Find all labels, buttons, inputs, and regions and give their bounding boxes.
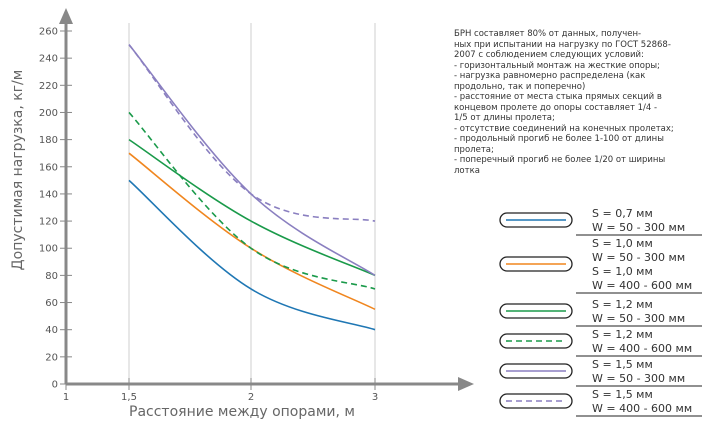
y-tick-label: 260 [39,27,58,38]
grid [128,23,376,384]
series-line-2 [128,152,376,311]
note-line: лотка [454,165,480,176]
x-axis-title: Расстояние между опорами, м [129,404,355,420]
note-line: - отсутствие соединений на конечных прол… [454,123,674,134]
note-line: - продольный прогиб не более 1-100 от дл… [454,134,664,144]
x-tick-label: 1 [63,392,69,403]
y-tick-label: 240 [39,54,58,65]
y-tick-label: 80 [45,271,58,282]
conditions-note: БРН составляет 80% от данных, получен-ны… [454,29,716,176]
note-line: - горизонтальный монтаж на жесткие опоры… [454,60,660,71]
note-line: продольно, так и поперечно) [454,81,586,92]
x-tick-labels: 1 1,5 2 3 [63,378,378,403]
x-tick-label: 3 [372,392,378,403]
series-line-6 [128,44,376,222]
y-tick-label: 160 [39,162,58,173]
note-line: - нагрузка равномерно распределена (как [454,71,646,81]
y-tick-label: 100 [39,244,58,255]
y-tick-label: 220 [39,81,58,92]
x-tick-label: 1,5 [121,392,137,403]
series-lines [128,44,376,331]
series-line-1 [128,179,376,331]
series-line-5 [128,44,376,277]
y-tick-label: 60 [45,298,58,309]
note-line: БРН составляет 80% от данных, получен- [454,29,642,39]
note-line: 1/5 от длины пролета; [454,113,555,123]
note-line: пролета; [454,144,494,155]
y-tick-label: 40 [45,325,58,336]
note-line: 2007 с соблюдением следующих условий: [454,50,644,60]
x-axis-arrow [458,377,474,391]
note-line: - расстояние от места стыка прямых секци… [454,92,662,102]
x-tick-label: 2 [248,392,254,403]
y-tick-label: 140 [39,189,58,200]
y-tick-label: 180 [39,135,58,146]
series-line-4 [128,111,376,290]
series-line-3 [128,138,376,277]
y-tick-label: 200 [39,108,58,119]
note-line: концевом пролете до опоры составляет 1/4… [454,102,658,113]
y-tick-label: 0 [52,380,58,391]
axes [59,8,474,391]
y-axis-title: Допустимая нагрузка, кг/м [10,70,26,271]
y-tick-labels: 0 20 40 60 80 100 120 140 160 180 200 220 240 260 [39,27,72,391]
y-axis-arrow [59,8,73,24]
y-tick-label: 120 [39,217,58,228]
note-line: - поперечный прогиб не более 1/20 от шир… [454,155,666,165]
note-line: ных при испытании на нагрузку по ГОСТ 52… [454,39,671,50]
y-tick-label: 20 [45,352,58,363]
